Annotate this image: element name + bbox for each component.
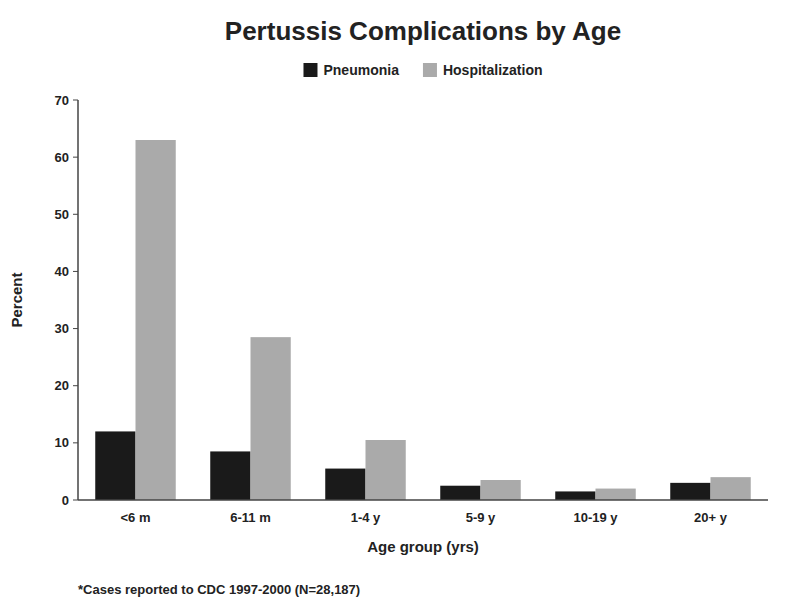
y-axis-label: Percent (8, 272, 25, 327)
chart: Pertussis Complications by Age 0 10 20 30 40 5… (0, 0, 792, 612)
y-axis: 0 10 20 30 40 50 60 70 (55, 93, 78, 508)
title: Pertussis Complications by Age (225, 16, 621, 46)
y-tick-label: 50 (55, 207, 69, 222)
y-axis-line (77, 100, 79, 500)
subtitle: *Cases reported to CDC 1997-2000 (N=28,1… (78, 582, 360, 597)
x-tick-label: 20+ y (694, 510, 728, 525)
x-tick-label: 6-11 m (230, 510, 270, 525)
bar (325, 469, 365, 500)
chart-container: Pertussis Complications by Age 0 10 20 30 40 5… (0, 0, 792, 612)
bar (596, 489, 636, 500)
bar (210, 451, 250, 500)
bar (440, 486, 480, 500)
legend-label: Pneumonia (323, 62, 399, 78)
legend-swatch (303, 63, 317, 77)
x-tick-label: <6 m (121, 510, 151, 525)
bar (481, 480, 521, 500)
bar (711, 477, 751, 500)
bar (136, 140, 176, 500)
bar (95, 431, 135, 500)
x-tick-label: 10-19 y (573, 510, 618, 525)
bar (251, 337, 291, 500)
y-tick-label: 70 (55, 93, 69, 108)
legend-item: Hospitalization (423, 62, 543, 78)
bar (366, 440, 406, 500)
y-tick-label: 60 (55, 150, 69, 165)
legend: Pneumonia Hospitalization (303, 62, 542, 78)
y-tick-label: 20 (55, 378, 69, 393)
bar (670, 483, 710, 500)
bars (95, 140, 751, 500)
x-tick-label: 1-4 y (351, 510, 381, 525)
x-tick-label: 5-9 y (466, 510, 496, 525)
legend-label: Hospitalization (443, 62, 543, 78)
legend-item: Pneumonia (303, 62, 399, 78)
legend-swatch (423, 63, 437, 77)
y-tick-label: 40 (55, 264, 69, 279)
x-axis-line (78, 499, 768, 501)
y-tick-label: 10 (55, 435, 69, 450)
y-tick-label: 0 (62, 493, 69, 508)
y-tick-label: 30 (55, 321, 69, 336)
x-axis-label: Age group (yrs) (367, 538, 479, 555)
x-axis: <6 m 6-11 m 1-4 y 5-9 y 10-19 y 20+ y (121, 510, 728, 525)
bar (555, 491, 595, 500)
